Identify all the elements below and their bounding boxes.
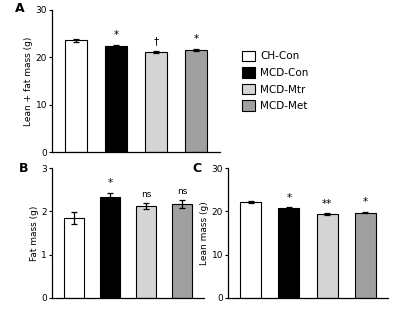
Legend: CH-Con, MCD-Con, MCD-Mtr, MCD-Met: CH-Con, MCD-Con, MCD-Mtr, MCD-Met — [242, 50, 309, 111]
Text: *: * — [362, 197, 368, 207]
Bar — [64, 218, 84, 298]
Text: A: A — [15, 3, 25, 16]
Bar — [136, 206, 156, 298]
Bar — [145, 52, 167, 152]
Y-axis label: Lean mass (g): Lean mass (g) — [200, 201, 209, 265]
Bar — [185, 50, 207, 152]
Bar — [240, 202, 261, 298]
Text: C: C — [193, 162, 202, 175]
Bar — [105, 46, 127, 152]
Text: *: * — [194, 34, 198, 44]
Text: *: * — [286, 193, 292, 203]
Text: ns: ns — [177, 186, 188, 196]
Text: *: * — [114, 30, 118, 40]
Bar — [100, 197, 120, 298]
Y-axis label: Fat mass (g): Fat mass (g) — [30, 205, 39, 261]
Bar — [278, 208, 300, 298]
Bar — [355, 213, 376, 298]
Text: *: * — [107, 178, 112, 188]
Text: **: ** — [322, 199, 332, 209]
Text: ns: ns — [141, 190, 151, 198]
Y-axis label: Lean + fat mass (g): Lean + fat mass (g) — [24, 36, 33, 126]
Bar — [316, 214, 338, 298]
Text: †: † — [154, 36, 158, 46]
Text: B: B — [18, 162, 28, 175]
Bar — [172, 204, 192, 298]
Bar — [65, 41, 87, 152]
